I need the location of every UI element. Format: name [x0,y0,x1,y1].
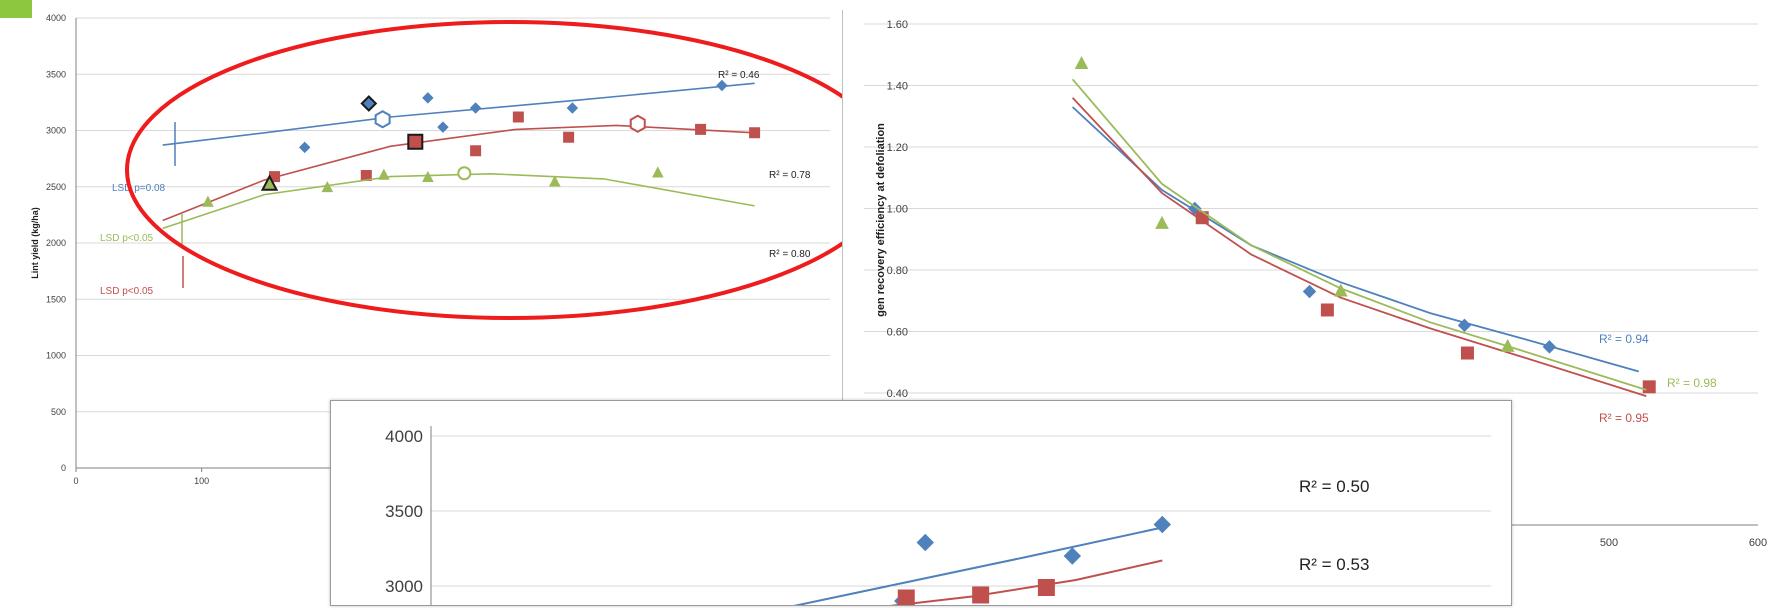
data-point-red [470,145,482,157]
y-tick-label: 1.00 [887,204,908,216]
highlighted-point-green [260,174,279,191]
data-point-blue [422,92,434,104]
highlight-ellipse [125,20,895,320]
lsd-label-blue: LSD p=0.08 [112,183,166,194]
data-point-green [1500,338,1515,352]
data-point-blue [299,141,311,154]
trendline-red [1071,97,1647,397]
data-point-blue [437,121,449,133]
data-point-green [548,175,561,187]
y-tick-label: 2500 [46,182,66,192]
trendline-blue [781,526,1163,610]
data-point-blue [1302,284,1317,299]
data-point-green [1074,56,1089,69]
r2-label-green: R² = 0.80 [769,249,811,260]
r2-label-red: R² = 0.53 [1299,555,1369,574]
data-point-green [422,170,434,182]
trendline-red [868,559,1163,610]
highlighted-point-red [407,133,424,150]
data-point-blue [716,79,728,92]
x-tick-label: 0 [73,476,78,486]
data-point-red [749,127,761,139]
data-point-blue [1153,515,1172,534]
lsd-label-green: LSD p<0.05 [100,233,154,244]
data-point-green [1333,283,1348,297]
r2-label-red: R² = 0.78 [769,170,811,181]
y-tick-label: 1.40 [887,81,908,93]
y-axis-label: gen recovery efficiency at defoliation [875,123,887,317]
data-point-red [512,111,524,123]
data-point-green [321,181,334,193]
y-tick-label: 1000 [46,351,66,361]
data-point-red [972,586,990,604]
data-point-red [1460,346,1474,360]
y-tick-label: 3500 [385,502,423,521]
y-tick-label: 1500 [46,294,66,304]
inset-yield-chart: 4000 3500 3000 R² = 0.50 R² = 0.53 [330,400,1512,610]
slide-corner-tab [0,0,32,18]
open-point-green [457,166,472,181]
data-point-blue [916,533,934,552]
data-point-red [1642,380,1656,394]
y-tick-label: 2000 [46,238,66,248]
data-point-red [695,123,707,135]
y-tick-label: 3000 [385,577,423,596]
data-point-green [202,195,214,207]
r2-label-red: R² = 0.95 [1599,411,1649,425]
r2-label-blue: R² = 0.94 [1599,332,1649,346]
y-tick-label: 3500 [46,69,66,79]
data-point-red [563,131,575,143]
nitrogen-recovery-plot: 0.40 0.60 0.80 1.00 1.20 1.40 1.60 gen recovery… [841,10,1767,604]
trendline-blue [162,82,755,146]
y-tick-label: 4000 [385,427,423,446]
y-tick-label: 0 [61,463,66,473]
y-tick-label: 0.80 [887,265,908,277]
y-tick-label: 500 [51,407,66,417]
data-point-green [652,166,664,178]
y-tick-label: 3000 [46,126,66,136]
inset-yield-plot: 4000 3500 3000 R² = 0.50 R² = 0.53 [385,426,1491,610]
data-point-red [1320,303,1334,317]
y-tick-label: 1.20 [887,142,908,154]
trendline-green [1071,78,1647,391]
r2-label-blue: R² = 0.50 [1299,477,1369,496]
r2-label-blue: R² = 0.46 [718,70,760,81]
highlighted-point-blue [360,95,378,112]
data-point-red [1037,579,1055,596]
data-point-blue [1063,547,1082,565]
data-point-green [378,168,390,180]
x-tick-label: 100 [194,476,209,486]
y-tick-label: 0.60 [887,327,908,339]
data-point-blue [566,102,579,114]
lsd-label-red: LSD p<0.05 [100,286,154,297]
data-point-blue [1542,340,1557,354]
data-point-blue [1457,318,1472,333]
data-point-red [897,589,915,607]
data-point-blue [469,102,482,114]
open-point-red [629,114,646,133]
trendline-green [162,172,755,230]
y-tick-label: 1.60 [887,19,908,31]
y-tick-label: 0.40 [887,388,908,400]
x-tick-label: 500 [1600,537,1618,549]
open-point-blue [374,110,391,129]
y-axis-label: Lint yield (kg/ha) [30,207,40,279]
y-tick-label: 4000 [46,13,66,23]
trendline-blue [1071,106,1640,373]
x-tick-label: 600 [1749,537,1767,549]
r2-label-green: R² = 0.98 [1667,376,1717,390]
data-point-green [1155,215,1169,229]
